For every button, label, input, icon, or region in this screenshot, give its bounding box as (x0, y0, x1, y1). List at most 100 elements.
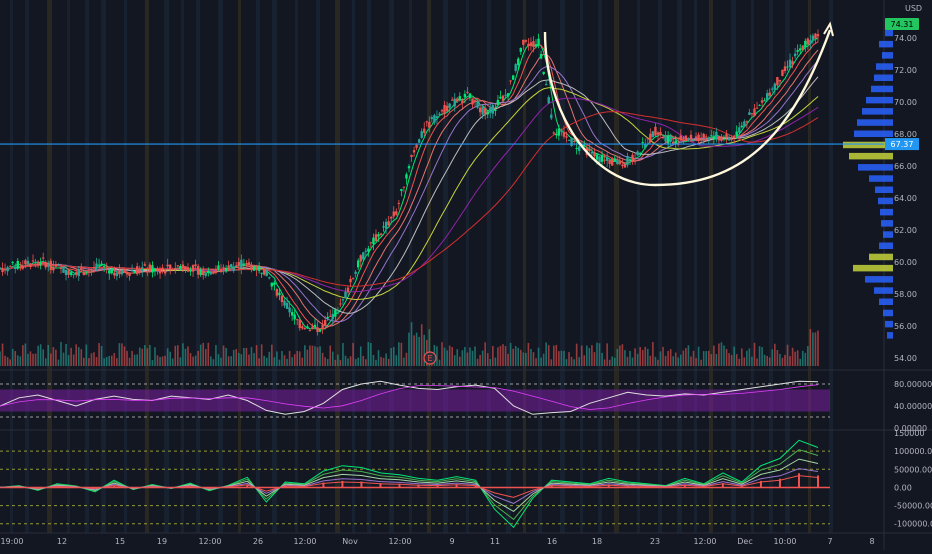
candle-body (301, 326, 304, 329)
volume-bar (720, 342, 723, 366)
volume-bar (156, 355, 159, 366)
volume-bar (100, 346, 103, 366)
candle-body (506, 93, 510, 97)
volume-bar (44, 358, 47, 366)
volume-bar (403, 357, 405, 366)
volume-bar (690, 356, 692, 366)
volume-bar (771, 349, 774, 366)
candle-body (443, 104, 446, 114)
candle-body (626, 156, 629, 166)
volume-bar (639, 347, 641, 366)
candle-body (674, 140, 677, 145)
candle-body (786, 66, 789, 68)
session-stripe (769, 0, 773, 533)
candle-body (217, 265, 220, 270)
candle-body (367, 248, 370, 252)
candle-body (318, 329, 322, 332)
volume-bar (746, 350, 748, 366)
volume-bar (596, 342, 598, 366)
candle-body (14, 266, 17, 269)
volume-bar (664, 355, 667, 366)
time-axis-tick: 12:00 (693, 537, 716, 546)
candle-body (504, 94, 507, 96)
volume-bar (799, 358, 802, 366)
candle-body (82, 272, 86, 276)
volume-bar (603, 359, 606, 366)
volume-bar (550, 359, 553, 366)
volume-bar (446, 350, 448, 366)
oscillator-axis[interactable]: 150000 100000.00 50000.00 0.00 -50000.00 -100… (894, 429, 932, 529)
price-axis[interactable]: 74.00 72.00 70.00 68.00 66.00 64.00 62.00 60.00… (894, 34, 917, 363)
session-stripe (487, 0, 491, 533)
volume-bar (9, 359, 11, 366)
time-axis[interactable]: 19:00 12 15 19 12:00 26 12:00 Nov 12:00 9 11 16 18 23… (0, 537, 874, 546)
candle-body (296, 319, 299, 321)
volume-bar (398, 342, 400, 366)
volume-bar (387, 358, 390, 366)
volume-bar (22, 345, 24, 366)
candle-body (141, 267, 144, 271)
volume-bar (784, 354, 786, 366)
candle-body (166, 264, 169, 267)
volume-bar (423, 334, 426, 366)
session-stripe (709, 0, 713, 533)
volume-bar (794, 351, 796, 366)
price-axis-tick: 60.00 (894, 258, 917, 267)
volume-bar (324, 357, 326, 366)
candle-body (735, 131, 738, 137)
volume-bar (634, 348, 636, 366)
candle-body (611, 158, 614, 166)
candle-body (24, 260, 27, 265)
candle-body (95, 263, 98, 269)
rsi-axis[interactable]: 80.00000 40.00000 0.00000 (894, 380, 932, 433)
candle-body (616, 159, 619, 165)
candle-body (603, 159, 606, 161)
volume-bar (616, 348, 619, 366)
volume-bar (192, 356, 194, 366)
volume-bar (586, 345, 588, 366)
session-stripe (614, 0, 619, 533)
candle-body (323, 320, 327, 325)
candle-body (306, 326, 309, 329)
cup-annotation-curve (543, 29, 832, 187)
candle-body (288, 307, 291, 313)
oscillator-axis-tick: 150000 (894, 429, 925, 438)
candle-body (638, 153, 642, 155)
volume-bar (311, 345, 314, 366)
volume-bar (55, 349, 57, 366)
candle-body (707, 137, 710, 140)
candle-body (102, 266, 106, 268)
volume-bar (265, 357, 268, 366)
candle-body (402, 186, 406, 188)
candle-body (453, 98, 456, 107)
candle-body (80, 267, 83, 270)
candle-body (438, 113, 441, 115)
volume-bar (451, 347, 453, 366)
candle-body (19, 266, 22, 269)
candle-body (641, 142, 644, 144)
volume-bar (657, 359, 659, 366)
candle-body (750, 113, 754, 115)
candle-body (799, 48, 802, 51)
volume-bar (131, 350, 133, 366)
earnings-marker[interactable] (423, 351, 437, 365)
candle-body (108, 270, 111, 274)
candle-body (689, 134, 693, 140)
candle-body (8, 266, 12, 268)
candle-body (255, 266, 258, 271)
price-axis-tick: 72.00 (894, 66, 917, 75)
candle-body (356, 260, 360, 268)
session-stripe (389, 0, 394, 533)
volume-bar (812, 332, 814, 366)
volume-bar (601, 352, 603, 366)
volume-bar (174, 345, 177, 366)
session-stripe (238, 0, 241, 533)
candle-body (682, 140, 685, 142)
volume-bar (121, 343, 123, 366)
session-stripe (10, 0, 13, 533)
volume-bar (591, 345, 593, 366)
volume-bar (123, 346, 126, 366)
volume-bar (331, 351, 334, 366)
